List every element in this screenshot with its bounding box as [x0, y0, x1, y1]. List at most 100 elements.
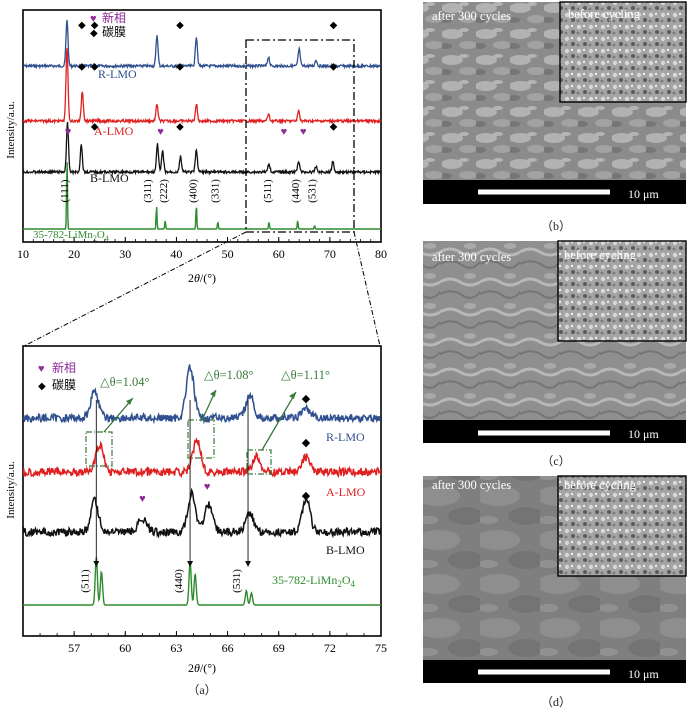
- series-line-a-lmo: [23, 48, 381, 125]
- x-tick-label: 69: [273, 641, 285, 655]
- delta-theta-511: △θ=1.04°: [100, 375, 150, 389]
- sem-b-scale: 10 μm: [628, 187, 659, 201]
- shift-box-531: [246, 449, 272, 475]
- x-tick-label: 50: [222, 247, 234, 261]
- series-label-b-bottom: B-LMO: [326, 543, 365, 557]
- reference-pattern-line: [23, 162, 381, 230]
- sem-image-b: after 300 cycles before cycling 10 μm: [423, 1, 687, 204]
- caption-a: （a）: [187, 683, 216, 697]
- xrd-zoom-panel: (511) (440) (531) ◆ ◆ ◆ ♥ ♥ 57 60 63 66 69 72 75 ♥ 新相…: [5, 345, 387, 697]
- sem-c-scale: 10 μm: [628, 427, 659, 441]
- hkl-label: (531): [231, 569, 243, 593]
- new-phase-marker: ♥: [281, 126, 288, 138]
- x-tick-label: 75: [375, 641, 387, 655]
- series-label-a-top: A-LMO: [94, 124, 134, 138]
- carbon-film-marker: ◆: [302, 393, 311, 405]
- hkl-label: (511): [79, 569, 91, 593]
- xrd-overview-panel: ◆ ◆ ◆ ◆◆ ◆ ◆ ◆◆ ◆ ◆♥ ♥ ♥ ♥(111) (311) (222) (400) (331)…: [5, 9, 387, 285]
- x-tick-label: 63: [170, 641, 182, 655]
- sem-d-after: after 300 cycles: [432, 478, 511, 492]
- series-line-a-lmo: [23, 437, 381, 479]
- carbon-film-marker: ◆: [78, 20, 86, 31]
- reference-label-bottom: 35-782-LiMn2O4: [272, 573, 356, 589]
- new-phase-marker: ♥: [300, 126, 307, 138]
- series-label-r-bottom: R-LMO: [326, 430, 365, 444]
- new-phase-marker: ♥: [139, 493, 146, 505]
- new-phase-marker: ♥: [65, 126, 72, 138]
- x-tick-label: 70: [324, 247, 336, 261]
- x-tick-label: 10: [17, 247, 29, 261]
- carbon-film-marker: ◆: [302, 437, 311, 449]
- carbon-film-marker: ◆: [91, 20, 99, 31]
- x-axis-label-top: 2θ/(°): [188, 271, 216, 285]
- x-tick-label: 66: [222, 641, 234, 655]
- carbon-film-marker: ◆: [91, 122, 99, 133]
- zoom-connector-right: [353, 231, 381, 347]
- carbon-film-marker: ◆: [330, 122, 338, 133]
- series-line-b-lmo: [23, 121, 381, 176]
- x-tick-label: 40: [170, 247, 182, 261]
- shift-box-511: [85, 431, 113, 467]
- carbon-film-marker: ◆: [330, 62, 338, 73]
- shift-box-440: [187, 419, 215, 459]
- reference-pattern-line: [23, 557, 381, 606]
- carbon-film-marker: ◆: [330, 20, 338, 31]
- hkl-label: (440): [173, 569, 185, 593]
- legend-diamond-icon: ◆: [90, 28, 98, 39]
- legend-heart-icon: ♥: [38, 363, 45, 375]
- hkl-label: (511): [262, 179, 274, 203]
- carbon-film-marker: ◆: [302, 490, 311, 502]
- series-label-a-bottom: A-LMO: [326, 485, 366, 499]
- sem-d-before: before cycling: [564, 478, 637, 492]
- hkl-label: (331): [209, 179, 221, 203]
- hkl-label: (222): [158, 179, 170, 203]
- sem-d-scale: 10 μm: [628, 667, 659, 681]
- carbon-film-marker: ◆: [176, 62, 184, 73]
- new-phase-marker: ♥: [204, 481, 211, 493]
- x-tick-label: 57: [68, 641, 80, 655]
- series-line-r-lmo: [23, 19, 381, 70]
- hkl-label: (311): [142, 179, 154, 203]
- top-plot-frame: [22, 9, 382, 243]
- hkl-label: (111): [59, 179, 71, 202]
- legend-carbon-film: 碳膜: [102, 25, 126, 39]
- carbon-film-marker: ◆: [176, 122, 184, 133]
- legend-new-phase: 新相: [52, 360, 76, 375]
- y-axis-label-bottom: Intensity/a.u.: [5, 461, 17, 519]
- caption-b: （b）: [541, 219, 571, 233]
- x-tick-label: 60: [119, 641, 131, 655]
- x-axis-label-bottom: 2θ/(°): [188, 661, 216, 675]
- series-label-b-top: B-LMO: [90, 171, 129, 185]
- top-legend: ♥ 新相 ◆ 碳膜: [90, 10, 126, 39]
- legend-diamond-icon: ◆: [38, 381, 46, 392]
- new-phase-marker: ♥: [157, 126, 164, 138]
- delta-theta-440: △θ=1.08°: [204, 368, 254, 382]
- sem-c-after: after 300 cycles: [432, 250, 511, 264]
- x-tick-label: 60: [273, 247, 285, 261]
- caption-c: （c）: [541, 454, 570, 468]
- x-tick-label: 80: [375, 247, 387, 261]
- sem-b-after: after 300 cycles: [432, 9, 511, 23]
- hkl-label: (400): [187, 179, 199, 203]
- sem-image-d: after 300 cycles before cycling 10 μm: [423, 475, 687, 683]
- hkl-label: (531): [307, 179, 319, 203]
- carbon-film-marker: ◆: [78, 62, 86, 73]
- delta-theta-531: △θ=1.11°: [281, 368, 330, 382]
- x-tick-label: 20: [68, 247, 80, 261]
- guide-arrow: [245, 561, 252, 567]
- series-label-r-top: R-LMO: [98, 67, 137, 81]
- legend-carbon-film: 碳膜: [52, 378, 76, 392]
- sem-image-c: after 300 cycles before cycling 10 μm: [423, 240, 687, 443]
- zoom-region-box: [245, 39, 355, 233]
- x-tick-label: 30: [119, 247, 131, 261]
- reference-label-top: 35-782-LiMn2O4: [33, 229, 109, 243]
- legend-heart-icon: ♥: [90, 13, 97, 25]
- guide-arrow: [93, 561, 100, 567]
- carbon-film-marker: ◆: [176, 20, 184, 31]
- guide-arrow: [187, 561, 194, 567]
- bottom-legend: ♥ 新相 ◆ 碳膜: [38, 360, 76, 392]
- sem-b-before: before cycling: [568, 7, 641, 21]
- delta-annotations: △θ=1.04° △θ=1.08° △θ=1.11°: [85, 368, 330, 475]
- zoom-connector-left: [23, 231, 247, 347]
